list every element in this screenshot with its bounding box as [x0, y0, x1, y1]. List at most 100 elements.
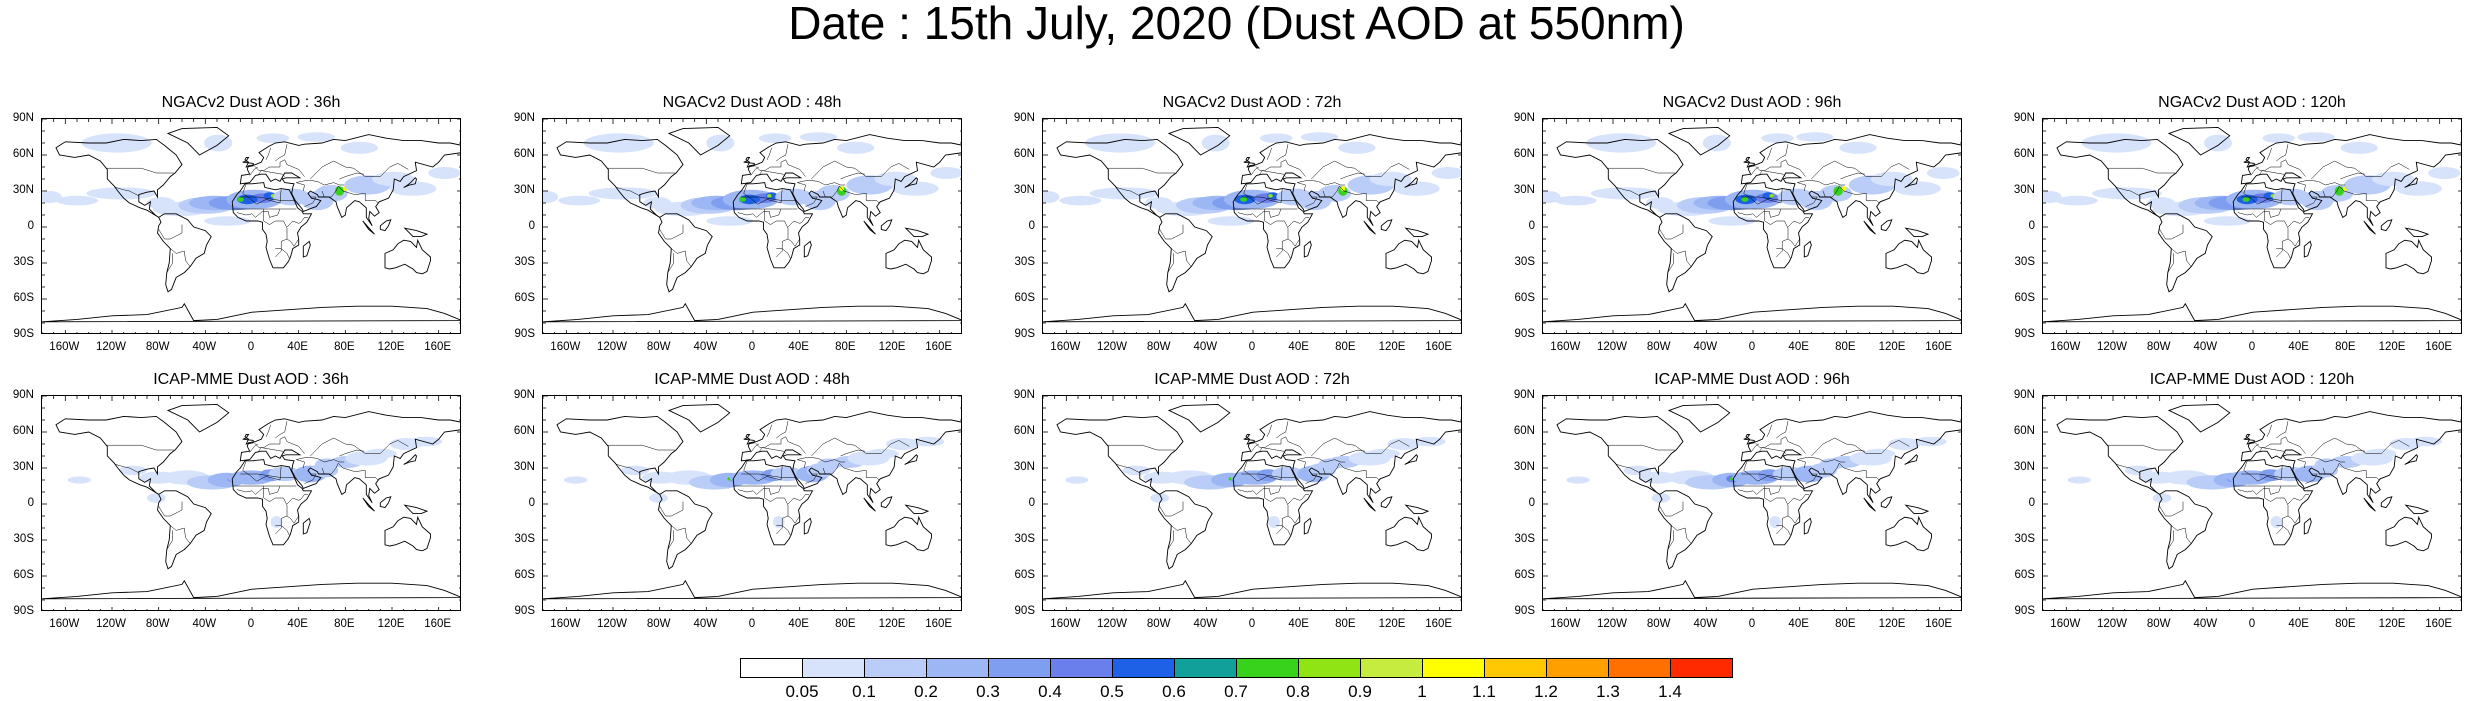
- map-canvas: [2043, 396, 2461, 610]
- coastline: [2243, 156, 2255, 168]
- map-canvas: [1543, 119, 1961, 333]
- lon-label: 80W: [145, 618, 170, 630]
- aod-contour-fill: [1586, 133, 1657, 153]
- lat-label: 90S: [1014, 605, 1035, 617]
- colorbar-tick-label: 1.2: [1534, 682, 1558, 701]
- country-border: [166, 530, 173, 550]
- country-border: [741, 473, 797, 478]
- country-border: [295, 456, 345, 469]
- world-map: [41, 118, 461, 334]
- country-border: [242, 460, 282, 482]
- country-border: [796, 179, 846, 192]
- lon-label: 80W: [646, 618, 671, 630]
- country-border: [1366, 200, 1380, 204]
- coastline: [1404, 177, 1418, 188]
- aod-contour-fill: [2204, 134, 2232, 152]
- country-border: [2264, 486, 2289, 535]
- map-panel-ngacv2-96h: NGACv2 Dust AOD : 96h 90N 60N 30N 0 30S 60S 90S…: [1501, 95, 1971, 375]
- country-border: [811, 160, 910, 180]
- coastline: [1240, 134, 1461, 227]
- coastline: [1863, 497, 1876, 512]
- lon-label: 160W: [1050, 618, 1081, 630]
- country-border: [1787, 494, 1809, 505]
- country-border: [106, 167, 174, 174]
- lon-label: 160W: [2050, 618, 2081, 630]
- lon-label: 80W: [1646, 618, 1671, 630]
- country-border: [1171, 525, 1192, 544]
- lon-label: 0: [1748, 618, 1756, 630]
- lat-label: 60N: [12, 148, 34, 160]
- coastline: [1556, 138, 1684, 218]
- country-border: [2243, 183, 2283, 205]
- aod-contour-fill: [930, 167, 961, 179]
- country-border: [275, 248, 290, 259]
- map-canvas: [1543, 396, 1961, 610]
- lon-label: 80W: [2146, 618, 2171, 630]
- country-border: [2159, 224, 2184, 240]
- panel-title: NGACv2 Dust AOD : 96h: [1662, 94, 1842, 111]
- lat-label: 90N: [12, 389, 34, 401]
- country-border: [2305, 473, 2318, 484]
- lat-label: 90S: [13, 605, 34, 617]
- coastline: [2043, 579, 2461, 600]
- coastline: [543, 302, 961, 323]
- country-border: [1305, 196, 1318, 207]
- lon-label: 40W: [192, 618, 217, 630]
- coastline: [1303, 240, 1312, 258]
- lon-label: 40W: [2193, 341, 2218, 353]
- lat-label: 90N: [1513, 112, 1535, 124]
- coastline: [403, 227, 429, 238]
- aod-contour-fill: [204, 216, 251, 226]
- lon-label: 0: [2248, 341, 2256, 353]
- dust-aod-field: [564, 436, 945, 528]
- lon-label: 120E: [1378, 341, 1406, 353]
- country-border: [2167, 253, 2174, 273]
- lat-label: 30N: [2013, 184, 2035, 196]
- country-border: [2171, 248, 2192, 267]
- colorbar-tick-label: 0.6: [1162, 682, 1186, 701]
- coastline: [863, 497, 876, 512]
- lon-label: 120W: [596, 618, 628, 630]
- country-border: [257, 447, 285, 454]
- country-border: [1237, 485, 1282, 495]
- aod-contour-fill: [1268, 194, 1273, 198]
- country-border: [840, 449, 866, 457]
- world-map: [41, 395, 461, 611]
- country-border: [1766, 147, 1772, 160]
- aod-contour-fill: [2055, 195, 2098, 206]
- country-border: [339, 172, 365, 180]
- lat-label: 60N: [1513, 425, 1535, 437]
- lat-label: 30N: [513, 461, 535, 473]
- lat-label: 90N: [513, 389, 535, 401]
- country-border: [1616, 464, 1640, 474]
- country-border: [1250, 443, 1259, 453]
- lon-label: 80E: [334, 341, 355, 353]
- coastline: [1043, 579, 1461, 600]
- coastline: [885, 238, 932, 275]
- country-border: [805, 473, 818, 484]
- coastline: [1740, 411, 1961, 504]
- lon-label: 160E: [1925, 618, 1953, 630]
- aod-contour-fill: [1043, 191, 1060, 203]
- country-border: [1741, 196, 1797, 201]
- country-border: [607, 167, 675, 174]
- aod-contour-fill: [1412, 436, 1446, 447]
- country-border: [2287, 515, 2300, 524]
- aod-contour-fill: [2124, 465, 2153, 476]
- lat-label: 90S: [514, 328, 535, 340]
- coastline: [1743, 433, 1755, 445]
- aod-contour-fill: [1702, 134, 1731, 152]
- country-border: [1276, 248, 1291, 259]
- aod-contour-fill: [1431, 167, 1461, 179]
- aod-contour-fill: [1085, 133, 1155, 153]
- aod-contour-fill: [886, 438, 919, 450]
- coastline: [239, 411, 460, 504]
- country-border: [286, 494, 308, 505]
- country-border: [1766, 424, 1772, 437]
- colorbar-segment: [926, 658, 989, 678]
- aod-contour-fill: [837, 141, 875, 154]
- coastline: [1363, 220, 1376, 235]
- panel-title: ICAP-MME Dust AOD : 72h: [1154, 371, 1350, 388]
- coastline: [904, 177, 918, 188]
- country-border: [2322, 185, 2367, 201]
